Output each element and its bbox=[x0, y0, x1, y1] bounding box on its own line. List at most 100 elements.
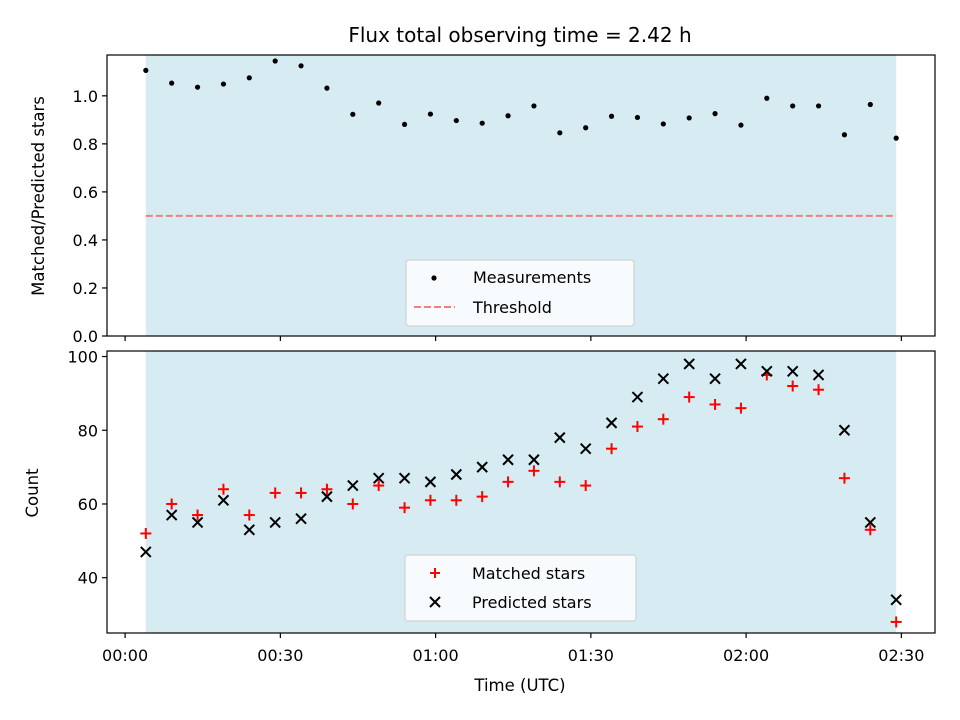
counts-xtick-label: 00:30 bbox=[257, 646, 303, 665]
counts-matched-point bbox=[347, 498, 359, 510]
ratio-measurement-point bbox=[376, 100, 382, 106]
x-b bbox=[372, 472, 385, 484]
counts-matched-point bbox=[243, 509, 255, 521]
ratio-ytick-label: 0.6 bbox=[73, 183, 98, 202]
counts-matched-point bbox=[683, 391, 695, 403]
counts-predicted-point bbox=[864, 516, 877, 529]
x-b bbox=[735, 358, 747, 370]
counts-predicted-point bbox=[191, 516, 204, 529]
ratio-measurement-point bbox=[324, 85, 330, 91]
x-b bbox=[579, 442, 592, 455]
counts-matched-point bbox=[295, 487, 307, 499]
x-b bbox=[890, 594, 902, 606]
legend-matched-marker bbox=[430, 568, 440, 578]
counts-axes-frame bbox=[106, 350, 936, 634]
ratio-measurement-point bbox=[531, 103, 537, 109]
ratio-measurement-point bbox=[298, 63, 304, 69]
counts-matched-point bbox=[140, 527, 152, 539]
ratio-measurement-point bbox=[505, 113, 511, 119]
x-b bbox=[657, 372, 670, 385]
legend-measurements-marker bbox=[431, 275, 437, 281]
x-b bbox=[347, 479, 359, 492]
ratio-measurement-point bbox=[660, 121, 666, 127]
ratio-measurement-point bbox=[634, 114, 641, 121]
ratio-measurement-point bbox=[194, 84, 201, 90]
x-b bbox=[761, 365, 773, 377]
ratio-measurement-point bbox=[401, 121, 408, 128]
counts-predicted-point bbox=[269, 516, 281, 529]
x-b bbox=[786, 365, 799, 377]
x-b bbox=[165, 509, 178, 521]
counts-matched-point bbox=[476, 491, 488, 503]
ratio-measurement-point bbox=[350, 111, 356, 117]
x-b bbox=[528, 454, 540, 466]
counts-matched-point bbox=[606, 443, 618, 455]
counts-predicted-point bbox=[372, 472, 385, 484]
counts-matched-point bbox=[890, 616, 902, 628]
counts-predicted-point bbox=[554, 431, 566, 444]
counts-matched-point bbox=[528, 465, 540, 477]
x-b bbox=[502, 454, 514, 466]
counts-matched-point bbox=[554, 476, 566, 488]
ratio-measurement-point bbox=[841, 132, 848, 138]
legend-threshold-label: Threshold bbox=[472, 298, 552, 317]
count-legend-box bbox=[404, 554, 637, 622]
ratio-legend-box bbox=[405, 259, 635, 327]
ratio-measurement-point bbox=[712, 111, 718, 117]
counts-predicted-point bbox=[683, 358, 695, 370]
ratio-measurement-point bbox=[246, 75, 252, 81]
counts-matched-point bbox=[217, 483, 229, 495]
x-b bbox=[631, 391, 644, 403]
x-b bbox=[683, 358, 695, 370]
counts-ytick-label: 60 bbox=[78, 495, 98, 514]
counts-matched-point bbox=[373, 480, 385, 492]
counts-ytick-label: 40 bbox=[78, 569, 98, 588]
counts-xtick-label: 02:30 bbox=[878, 646, 924, 665]
counts-matched-point bbox=[657, 413, 669, 425]
ratio-measurement-point bbox=[764, 95, 770, 101]
chart-title: Flux total observing time = 2.42 h bbox=[348, 23, 691, 47]
ratio-ytick-label: 0.0 bbox=[73, 327, 98, 346]
counts-predicted-point bbox=[295, 513, 307, 525]
count-legend: Matched stars Predicted stars bbox=[404, 554, 637, 622]
counts-predicted-point bbox=[165, 509, 178, 521]
ratio-measurement-point bbox=[557, 130, 563, 136]
ratio-measurement-point bbox=[143, 67, 149, 73]
counts-xtick-label: 01:30 bbox=[568, 646, 614, 665]
ratio-measurement-point bbox=[220, 81, 227, 87]
counts-xtick-label: 02:00 bbox=[723, 646, 769, 665]
ratio-measurement-point bbox=[738, 122, 744, 128]
ratio-ytick-label: 0.8 bbox=[73, 135, 98, 154]
counts-predicted-point bbox=[398, 472, 411, 484]
counts-xtick-label: 01:00 bbox=[413, 646, 459, 665]
counts-matched-point bbox=[269, 487, 281, 499]
x-b bbox=[321, 490, 333, 503]
ratio-measurement-point bbox=[272, 58, 278, 64]
ratio-measurement-point bbox=[608, 113, 615, 119]
ratio-axes-frame bbox=[106, 54, 936, 337]
ratio-measurement-point bbox=[453, 117, 459, 124]
counts-matched-point bbox=[838, 472, 850, 484]
legend-matched-label: Matched stars bbox=[472, 564, 585, 583]
x-b bbox=[864, 516, 877, 529]
counts-matched-point bbox=[813, 384, 825, 396]
counts-matched-point bbox=[631, 421, 643, 433]
counts-matched-point bbox=[709, 398, 721, 410]
counts-matched-point bbox=[424, 494, 436, 506]
count-ylabel: Count bbox=[23, 468, 42, 518]
ratio-measurement-point bbox=[169, 80, 175, 86]
ratio-ytick-label: 1.0 bbox=[73, 87, 98, 106]
ratio-legend: Measurements Threshold bbox=[405, 259, 635, 327]
counts-predicted-point bbox=[217, 494, 230, 507]
x-b bbox=[709, 372, 721, 385]
x-b bbox=[398, 472, 411, 484]
ratio-ylabel: Matched/Predicted stars bbox=[29, 96, 48, 296]
counts-xtick-label: 00:00 bbox=[102, 646, 148, 665]
counts-ytick-label: 100 bbox=[67, 348, 98, 367]
time-xlabel: Time (UTC) bbox=[473, 676, 565, 695]
counts-predicted-point bbox=[890, 594, 902, 606]
x-b bbox=[243, 524, 256, 536]
counts-predicted-point bbox=[709, 372, 721, 385]
counts-predicted-point bbox=[579, 442, 592, 455]
counts-predicted-point bbox=[140, 546, 152, 558]
